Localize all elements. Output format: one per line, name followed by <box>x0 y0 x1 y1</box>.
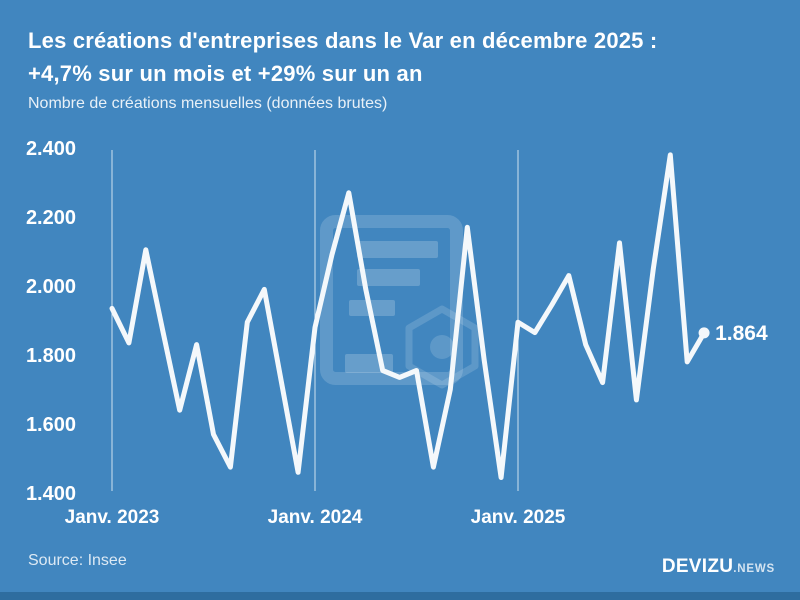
brand-suffix: .NEWS <box>733 563 775 575</box>
title-line-1: Les créations d'entreprises dans le Var … <box>28 28 658 53</box>
source-credit: Source: Insee <box>28 552 127 569</box>
y-tick-label: 1.400 <box>26 483 76 505</box>
last-point-marker <box>698 327 710 339</box>
y-tick-label: 2.000 <box>26 276 76 298</box>
page-title: Les créations d'entreprises dans le Var … <box>28 24 788 90</box>
y-tick-label: 2.400 <box>26 138 76 160</box>
title-line-2: +4,7% sur un mois et +29% sur un an <box>28 61 423 86</box>
data-line-series <box>109 152 707 480</box>
brand-logo: DEVIZU.NEWS <box>662 556 775 578</box>
last-value-label: 1.864 <box>715 322 768 345</box>
y-axis-labels: 2.400 2.200 2.000 1.800 1.600 1.400 <box>26 138 76 505</box>
y-tick-label: 2.200 <box>26 207 76 229</box>
y-tick-label: 1.600 <box>26 414 76 436</box>
y-tick-label: 1.800 <box>26 345 76 367</box>
x-tick-label: Janv. 2024 <box>268 507 363 528</box>
x-tick-label: Janv. 2023 <box>65 507 160 528</box>
x-axis-labels: Janv. 2023 Janv. 2024 Janv. 2025 <box>65 507 566 528</box>
footer-accent-strip <box>0 592 800 600</box>
brand-name: DEVIZU <box>661 556 734 577</box>
chart-subtitle: Nombre de créations mensuelles (données … <box>28 95 388 112</box>
x-tick-label: Janv. 2025 <box>471 507 566 528</box>
